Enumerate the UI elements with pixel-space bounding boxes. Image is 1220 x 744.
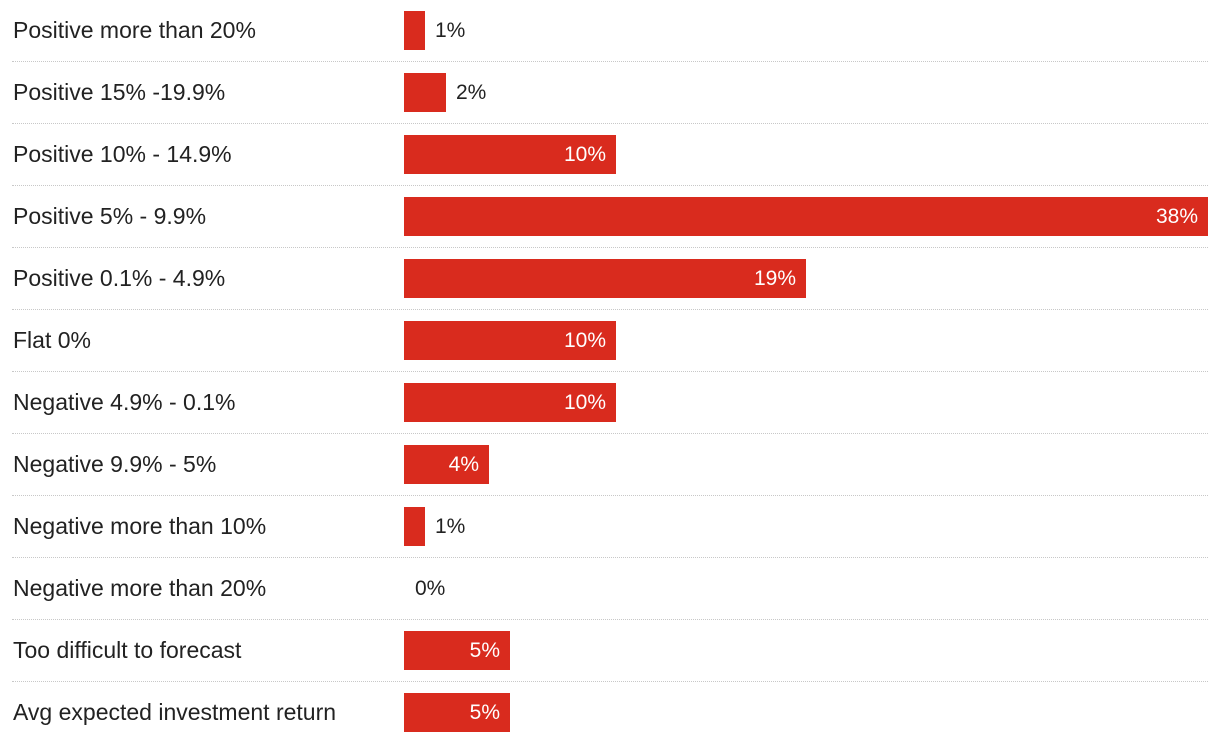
chart-row: Too difficult to forecast 5% [0, 620, 1208, 682]
chart-row: Avg expected investment return 5% [0, 682, 1208, 744]
chart-row: Positive 10% - 14.9% 10% [0, 124, 1208, 186]
bar [404, 73, 446, 112]
row-divider [12, 371, 1208, 372]
category-label: Positive 5% - 9.9% [13, 203, 207, 229]
category-label: Negative 4.9% - 0.1% [13, 389, 236, 415]
row-divider [12, 123, 1208, 124]
bar [404, 11, 425, 50]
row-divider [12, 619, 1208, 620]
row-divider [12, 309, 1208, 310]
category-label: Negative more than 20% [13, 575, 267, 601]
category-label: Avg expected investment return [13, 699, 337, 725]
category-label: Positive 15% -19.9% [13, 79, 226, 105]
value-label: 10% [563, 329, 606, 352]
value-label: 10% [563, 391, 606, 414]
category-label: Too difficult to forecast [13, 637, 242, 663]
row-divider [12, 681, 1208, 682]
value-label: 2% [456, 81, 487, 104]
chart-row: Negative 4.9% - 0.1% 10% [0, 372, 1208, 434]
chart-row: Positive 0.1% - 4.9% 19% [0, 248, 1208, 310]
row-divider [12, 433, 1208, 434]
chart-row: Negative more than 20% 0% [0, 558, 1208, 620]
value-label: 10% [563, 143, 606, 166]
bar [404, 135, 616, 174]
value-label: 5% [469, 701, 500, 724]
value-label: 5% [469, 639, 500, 662]
row-divider [12, 557, 1208, 558]
bar [404, 507, 425, 546]
value-label: 1% [435, 515, 466, 538]
chart-row: Positive more than 20% 1% [0, 0, 1208, 62]
value-label: 38% [1155, 205, 1198, 228]
category-label: Positive 10% - 14.9% [13, 141, 232, 167]
bar [404, 383, 616, 422]
chart-row: Negative 9.9% - 5% 4% [0, 434, 1208, 496]
chart-row: Positive 15% -19.9% 2% [0, 62, 1208, 124]
row-divider [12, 61, 1208, 62]
chart-row: Positive 5% - 9.9% 38% [0, 186, 1208, 248]
value-label: 1% [435, 19, 466, 42]
category-label: Positive 0.1% - 4.9% [13, 265, 226, 291]
bar [404, 259, 806, 298]
category-label: Flat 0% [13, 327, 91, 353]
value-label: 19% [753, 267, 796, 290]
row-divider [12, 185, 1208, 186]
category-label: Negative more than 10% [13, 513, 267, 539]
category-label: Negative 9.9% - 5% [13, 451, 217, 477]
value-label: 4% [448, 453, 479, 476]
value-label: 0% [415, 577, 446, 600]
bar [404, 197, 1208, 236]
row-divider [12, 247, 1208, 248]
bar [404, 693, 510, 732]
category-label: Positive more than 20% [13, 17, 256, 43]
chart-row: Negative more than 10% 1% [0, 496, 1208, 558]
bar [404, 631, 510, 670]
row-divider [12, 495, 1208, 496]
bar [404, 321, 616, 360]
chart-row: Flat 0% 10% [0, 310, 1208, 372]
bar [404, 445, 489, 484]
